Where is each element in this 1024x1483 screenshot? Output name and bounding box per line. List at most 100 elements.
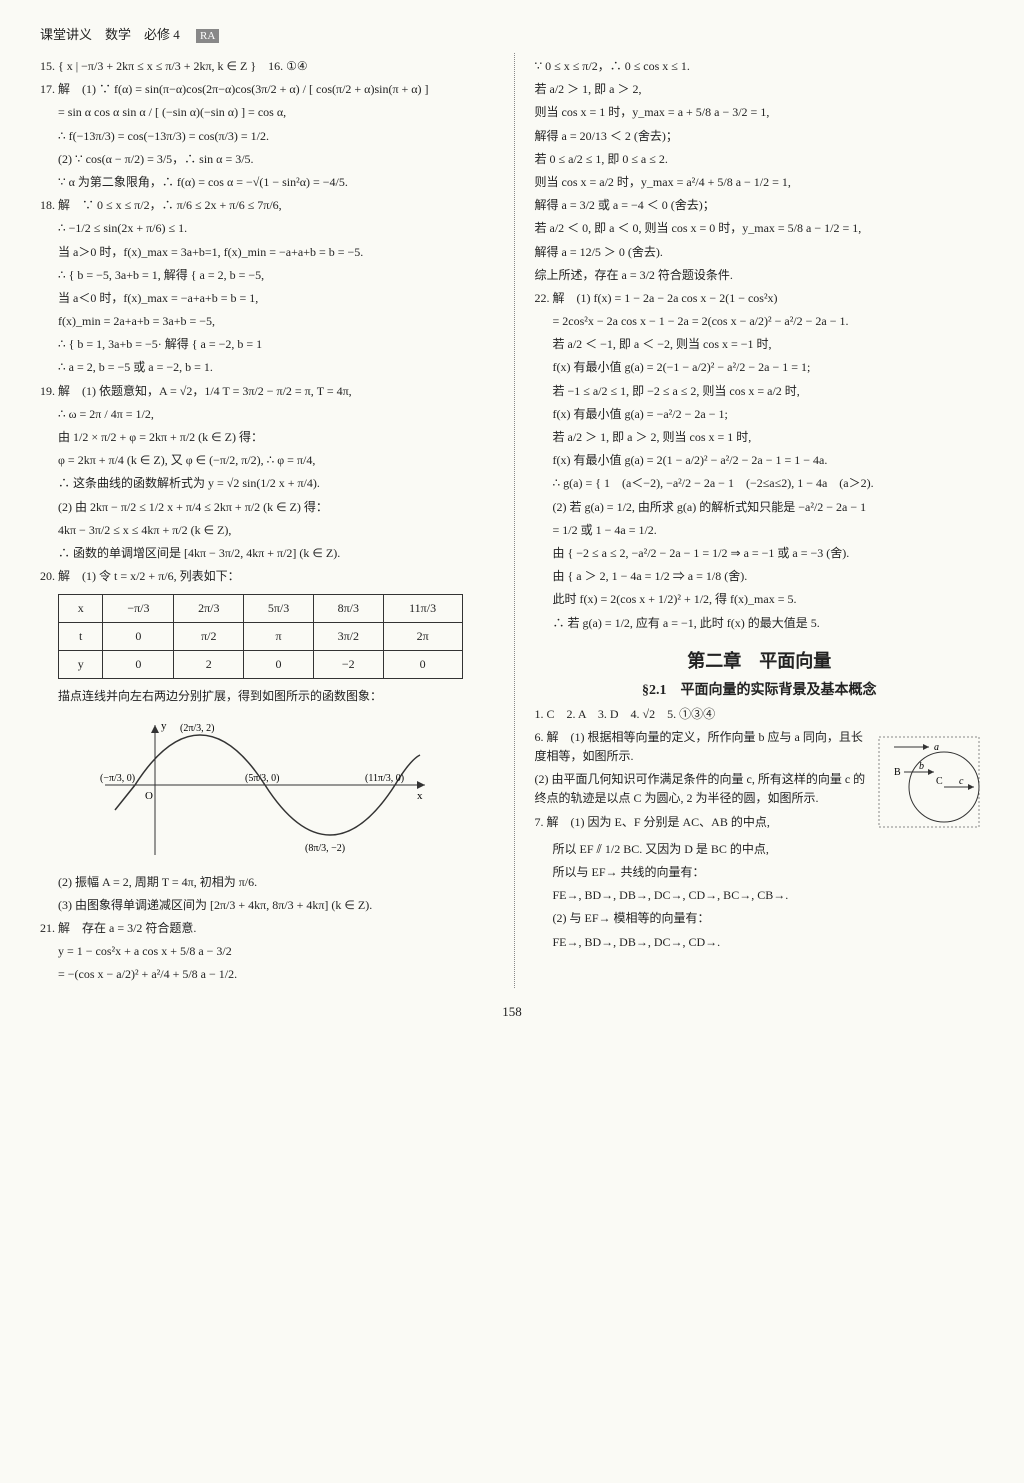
- r7: 解得 a = 3/2 或 a = −4 ＜ 0 (舍去)；: [535, 196, 985, 215]
- item-17-c: ∴ f(−13π/3) = cos(−13π/3) = cos(π/3) = 1…: [58, 127, 490, 146]
- item-19-b: ∴ ω = 2π / 4π = 1/2,: [58, 405, 490, 424]
- item-18-e: 当 a＜0 时，f(x)_max = −a+a+b = b = 1,: [58, 289, 490, 308]
- x-arrow-icon: [417, 781, 425, 789]
- item-20-c: (2) 振幅 A = 2, 周期 T = 4π, 初相为 π/6.: [58, 873, 490, 892]
- table-cell: π/2: [174, 623, 244, 651]
- item-15: 15. { x | −π/3 + 2kπ ≤ x ≤ π/3 + 2kπ, k …: [40, 57, 490, 76]
- r4: 解得 a = 20/13 ＜ 2 (舍去)；: [535, 127, 985, 146]
- point-label: (2π/3, 2): [180, 723, 215, 734]
- point-c-label: C: [936, 776, 943, 787]
- item-19-h: ∴ 函数的单调增区间是 [4kπ − 3π/2, 4kπ + π/2] (k ∈…: [58, 544, 490, 563]
- item-22-c: 若 a/2 ＜ −1, 即 a ＜ −2, 则当 cos x = −1 时,: [553, 335, 985, 354]
- item-17-a: 17. 解 (1) ∵ f(α) = sin(π−α)cos(2π−α)cos(…: [40, 80, 490, 99]
- y-arrow-icon: [151, 725, 159, 733]
- item-22-k: = 1/2 或 1 − 4a = 1/2.: [553, 521, 985, 540]
- header-text: 课堂讲义 数学 必修 4: [40, 27, 193, 42]
- r10: 综上所述，存在 a = 3/2 符合题设条件.: [535, 266, 985, 285]
- table-cell: 2π/3: [174, 595, 244, 623]
- two-column-layout: 15. { x | −π/3 + 2kπ ≤ x ≤ π/3 + 2kπ, k …: [40, 53, 984, 988]
- table-cell: π: [244, 623, 314, 651]
- item-22-f: f(x) 有最小值 g(a) = −a²/2 − 2a − 1;: [553, 405, 985, 424]
- table-cell: 0: [244, 651, 314, 679]
- table-cell: 0: [103, 623, 174, 651]
- item-22-b: = 2cos²x − 2a cos x − 1 − 2a = 2(cos x −…: [553, 312, 985, 331]
- item-22-d: f(x) 有最小值 g(a) = 2(−1 − a/2)² − a²/2 − 2…: [553, 358, 985, 377]
- page-number: 158: [40, 1004, 984, 1020]
- item-22-g: 若 a/2 ＞ 1, 即 a ＞ 2, 则当 cos x = 1 时,: [553, 428, 985, 447]
- table-cell: −2: [313, 651, 383, 679]
- table-row: y 0 2 0 −2 0: [59, 651, 463, 679]
- chapter-title: 第二章 平面向量: [535, 647, 985, 673]
- item-22-l: 由 { −2 ≤ a ≤ 2, −a²/2 − 2a − 1 = 1/2 ⇒ a…: [553, 544, 985, 563]
- item-18-f: f(x)_min = 2a+a+b = 3a+b = −5,: [58, 312, 490, 331]
- vector-diagram: a B b C c: [874, 732, 984, 832]
- point-label: (11π/3, 0): [365, 773, 404, 784]
- item-20-d: (3) 由图象得单调递减区间为 [2π/3 + 4kπ, 8π/3 + 4kπ]…: [58, 896, 490, 915]
- item-7-b: 所以 EF ⫽ 1/2 BC. 又因为 D 是 BC 的中点,: [553, 840, 985, 859]
- arrow-icon: [923, 744, 929, 750]
- vector-c-label: c: [959, 776, 964, 787]
- item-18-a: 18. 解 ∵ 0 ≤ x ≤ π/2，∴ π/6 ≤ 2x + π/6 ≤ 7…: [40, 196, 490, 215]
- item-20-a: 20. 解 (1) 令 t = x/2 + π/6, 列表如下：: [40, 567, 490, 586]
- item-17-e: ∵ α 为第二象限角，∴ f(α) = cos α = −√(1 − sin²α…: [58, 173, 490, 192]
- r2: 若 a/2 ＞ 1, 即 a ＞ 2,: [535, 80, 985, 99]
- item-18-c: 当 a＞0 时，f(x)_max = 3a+b=1, f(x)_min = −a…: [58, 243, 490, 262]
- r8: 若 a/2 ＜ 0, 即 a ＜ 0, 则当 cos x = 0 时，y_max…: [535, 219, 985, 238]
- arrow-icon: [928, 769, 934, 775]
- item-19-e: ∴ 这条曲线的函数解析式为 y = √2 sin(1/2 x + π/4).: [58, 474, 490, 493]
- item-7-c: 所以与 EF→ 共线的向量有：: [553, 863, 985, 882]
- item-17-b: = sin α cos α sin α / [ (−sin α)(−sin α)…: [58, 103, 490, 122]
- r6: 则当 cos x = a/2 时，y_max = a²/4 + 5/8 a − …: [535, 173, 985, 192]
- table-cell: 11π/3: [383, 595, 462, 623]
- table-cell: 0: [383, 651, 462, 679]
- table-cell: 2π: [383, 623, 462, 651]
- page-header: 课堂讲义 数学 必修 4 RA: [40, 24, 984, 43]
- item-7-f: FE→, BD→, DB→, DC→, CD→.: [553, 933, 985, 952]
- answers-line-1: 1. C 2. A 3. D 4. √2 5. ①③④: [535, 705, 985, 724]
- item-22-h: f(x) 有最小值 g(a) = 2(1 − a/2)² − a²/2 − 2a…: [553, 451, 985, 470]
- y-axis-label: y: [161, 720, 167, 732]
- section-title: §2.1 平面向量的实际背景及基本概念: [535, 679, 985, 699]
- item-19-f: (2) 由 2kπ − π/2 ≤ 1/2 x + π/4 ≤ 2kπ + π/…: [58, 498, 490, 517]
- item-18-g: ∴ { b = 1, 3a+b = −5· 解得 { a = −2, b = 1: [58, 335, 490, 354]
- item-22-j: (2) 若 g(a) = 1/2, 由所求 g(a) 的解析式知只能是 −a²/…: [553, 498, 985, 517]
- r3: 则当 cos x = 1 时，y_max = a + 5/8 a − 3/2 =…: [535, 103, 985, 122]
- vector-a-label: a: [934, 742, 939, 753]
- sine-graph: y x O (−π/3, 0) (2π/3, 2) (5π/3, 0) (8π/…: [95, 715, 435, 865]
- item-21-c: = −(cos x − a/2)² + a²/4 + 5/8 a − 1/2.: [58, 965, 490, 984]
- point-label: (−π/3, 0): [100, 773, 135, 784]
- item-21-a: 21. 解 存在 a = 3/2 符合题意.: [40, 919, 490, 938]
- item-18-d: ∴ { b = −5, 3a+b = 1, 解得 { a = 2, b = −5…: [58, 266, 490, 285]
- point-label: (5π/3, 0): [245, 773, 280, 784]
- arrow-icon: [968, 784, 974, 790]
- right-column: ∵ 0 ≤ x ≤ π/2，∴ 0 ≤ cos x ≤ 1. 若 a/2 ＞ 1…: [514, 53, 985, 988]
- diagram-border: [879, 737, 979, 827]
- x-axis-label: x: [417, 790, 423, 802]
- table-row: t 0 π/2 π 3π/2 2π: [59, 623, 463, 651]
- item-19-a: 19. 解 (1) 依题意知，A = √2，1/4 T = 3π/2 − π/2…: [40, 382, 490, 401]
- vector-b-label: b: [919, 761, 924, 772]
- point-b-label: B: [894, 767, 901, 778]
- table-cell: 5π/3: [244, 595, 314, 623]
- table-cell: y: [59, 651, 103, 679]
- table-cell: 0: [103, 651, 174, 679]
- item-21-b: y = 1 − cos²x + a cos x + 5/8 a − 3/2: [58, 942, 490, 961]
- table-row: x −π/3 2π/3 5π/3 8π/3 11π/3: [59, 595, 463, 623]
- table-cell: x: [59, 595, 103, 623]
- item-22-e: 若 −1 ≤ a/2 ≤ 1, 即 −2 ≤ a ≤ 2, 则当 cos x =…: [553, 382, 985, 401]
- origin-label: O: [145, 790, 153, 802]
- left-column: 15. { x | −π/3 + 2kπ ≤ x ≤ π/3 + 2kπ, k …: [40, 53, 490, 988]
- table-cell: 8π/3: [313, 595, 383, 623]
- item-22-m: 由 { a ＞ 2, 1 − 4a = 1/2 ⇒ a = 1/8 (舍).: [553, 567, 985, 586]
- item-19-c: 由 1/2 × π/2 + φ = 2kπ + π/2 (k ∈ Z) 得：: [58, 428, 490, 447]
- item-22-i: ∴ g(a) = { 1 (a＜−2), −a²/2 − 2a − 1 (−2≤…: [553, 474, 985, 493]
- item-22-a: 22. 解 (1) f(x) = 1 − 2a − 2a cos x − 2(1…: [535, 289, 985, 308]
- item-20-b: 描点连线并向左右两边分别扩展，得到如图所示的函数图象：: [58, 687, 490, 706]
- r9: 解得 a = 12/5 ＞ 0 (舍去).: [535, 243, 985, 262]
- table-cell: t: [59, 623, 103, 651]
- table-cell: 3π/2: [313, 623, 383, 651]
- item-18-h: ∴ a = 2, b = −5 或 a = −2, b = 1.: [58, 358, 490, 377]
- item-22-n: 此时 f(x) = 2(cos x + 1/2)² + 1/2, 得 f(x)_…: [553, 590, 985, 609]
- item-7-e: (2) 与 EF→ 模相等的向量有：: [553, 909, 985, 928]
- item-7-d: FE→, BD→, DB→, DC→, CD→, BC→, CB→.: [553, 886, 985, 905]
